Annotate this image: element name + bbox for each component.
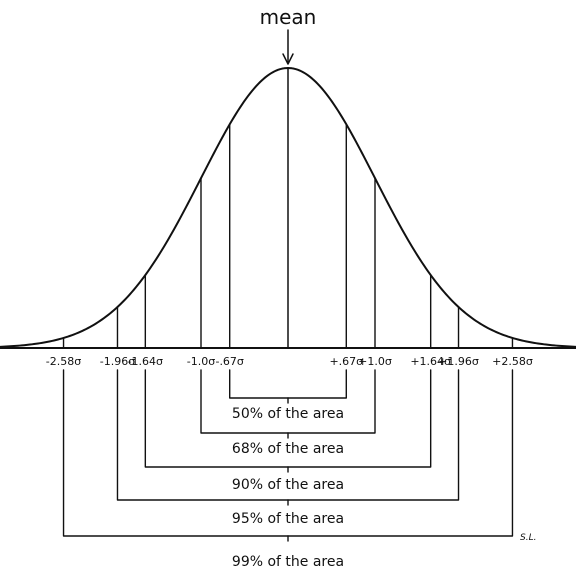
sigma-lines	[62, 123, 514, 349]
artist-signature: S.L.	[520, 533, 536, 543]
sigma-tick-label: -1.96σ	[100, 355, 135, 368]
area-label: 95% of the area	[232, 511, 344, 527]
sigma-tick-label: -.67σ	[215, 355, 243, 368]
mean-label: mean	[260, 5, 317, 29]
sigma-tick-label: +1.96σ	[438, 355, 479, 368]
sigma-tick-label: +1.64σ	[410, 355, 451, 368]
sigma-tick-label: +1.0σ	[358, 355, 392, 368]
sigma-tick-label: -1.64σ	[128, 355, 163, 368]
sigma-tick-label: +.67σ	[329, 355, 363, 368]
sigma-tick-label: +2.58σ	[492, 355, 533, 368]
mean-arrow-head	[282, 53, 294, 65]
sigma-tick-label: -1.0σ	[187, 355, 215, 368]
sigma-tick-label: -2.58σ	[46, 355, 81, 368]
area-label: 99% of the area	[232, 554, 344, 570]
area-label: 68% of the area	[232, 441, 344, 457]
sigma-tick-labels: -2.58σ -1.96σ-1.64σ -1.0σ -.67σ +.67σ+1.0σ +1…	[46, 355, 533, 368]
area-label: 90% of the area	[232, 477, 344, 493]
area-bracket	[229, 369, 347, 399]
area-brackets: 50% of the area 68% of the area 90% of the…	[62, 369, 514, 570]
area-label: 50% of the area	[232, 406, 344, 422]
